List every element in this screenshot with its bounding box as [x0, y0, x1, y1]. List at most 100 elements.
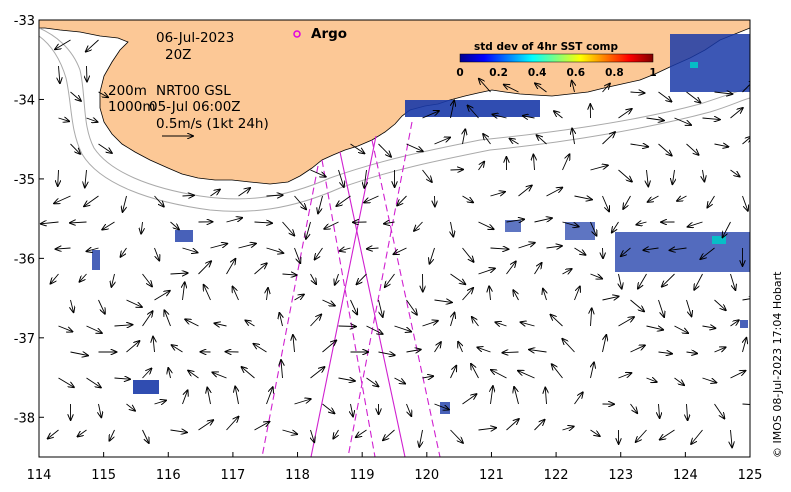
y-axis: -33 -34 -35 -36 -37 -38 — [14, 14, 44, 426]
current-vector — [521, 322, 535, 326]
current-vector — [58, 377, 74, 387]
x-tick-label: 122 — [544, 468, 569, 483]
current-vector — [462, 394, 477, 405]
current-vector — [742, 195, 748, 211]
current-vector — [397, 195, 407, 206]
current-vector — [562, 221, 579, 227]
current-vector — [451, 313, 455, 327]
current-vector — [254, 344, 267, 353]
current-vector — [730, 371, 746, 379]
current-vector — [572, 81, 575, 93]
current-vector — [686, 91, 701, 103]
current-vector — [170, 430, 187, 432]
current-vector — [80, 273, 87, 282]
current-vector — [282, 429, 298, 434]
current-vector — [294, 295, 304, 301]
current-vector — [534, 263, 542, 275]
colorbar-tick-label: 0.2 — [489, 67, 508, 79]
colorbar-tick-label: 1 — [649, 67, 656, 79]
current-vector — [266, 387, 273, 405]
current-vector — [489, 286, 490, 301]
current-vector — [674, 325, 689, 333]
current-vector — [495, 322, 507, 326]
current-vector — [406, 143, 423, 151]
current-vector — [366, 325, 383, 334]
current-vector — [154, 400, 167, 404]
current-vector — [84, 195, 99, 206]
current-vector — [154, 247, 160, 261]
current-vector — [618, 169, 632, 182]
current-vector — [56, 248, 71, 249]
argo-marker-icon — [293, 30, 301, 38]
current-vector — [700, 247, 715, 259]
current-vector — [378, 352, 395, 355]
current-vector — [723, 221, 731, 237]
current-vector — [688, 221, 703, 227]
current-vector — [602, 84, 610, 93]
bathymetry-contours — [39, 27, 750, 212]
date-label: 06-Jul-2023 — [156, 30, 234, 46]
y-tick-label: -35 — [14, 173, 35, 188]
current-vector — [518, 371, 535, 379]
current-vector — [686, 352, 698, 354]
current-vector — [204, 285, 211, 301]
current-vector — [182, 390, 188, 405]
current-vector — [462, 247, 474, 262]
current-vector — [406, 403, 412, 416]
current-vector — [422, 376, 434, 378]
current-vector — [226, 259, 236, 275]
current-vector — [714, 403, 725, 419]
current-vector — [743, 338, 747, 353]
current-vector — [450, 429, 463, 443]
x-tick-label: 125 — [738, 468, 763, 483]
current-vector — [590, 165, 608, 171]
current-vector — [451, 101, 455, 119]
current-vector — [702, 118, 720, 120]
current-vector — [86, 377, 101, 388]
current-vector — [691, 429, 703, 444]
current-vector — [510, 139, 519, 145]
current-vector — [51, 273, 59, 284]
current-vector — [294, 247, 301, 263]
current-vector — [394, 325, 412, 332]
y-tick-label: -37 — [14, 332, 35, 347]
current-vector — [707, 195, 715, 208]
current-vector — [182, 247, 198, 253]
current-vector — [672, 169, 674, 184]
current-vector — [422, 321, 438, 327]
current-vector — [434, 300, 452, 302]
current-vector — [294, 399, 311, 405]
current-vector — [630, 299, 645, 311]
current-vector — [238, 188, 251, 197]
current-vector — [367, 248, 379, 249]
current-vector — [338, 378, 355, 381]
current-vector — [490, 248, 509, 249]
hour-label: 20Z — [165, 47, 191, 63]
current-vector — [85, 169, 87, 187]
current-vector — [86, 325, 102, 333]
current-vector — [674, 117, 692, 125]
current-vector — [618, 109, 632, 119]
current-vector — [590, 273, 603, 279]
current-vector — [450, 273, 466, 284]
current-vector — [59, 65, 60, 83]
current-vector — [646, 378, 657, 382]
current-vector — [523, 116, 535, 118]
current-vector — [591, 362, 595, 379]
current-vector — [70, 222, 87, 223]
current-vector — [562, 427, 574, 431]
current-vector — [282, 274, 297, 275]
current-vector — [242, 367, 255, 379]
x-tick-label: 114 — [27, 468, 52, 483]
current-vector — [472, 317, 479, 327]
current-vector — [406, 299, 417, 315]
x-tick-label: 119 — [350, 468, 375, 483]
current-vector — [351, 403, 354, 416]
y-tick-label: -34 — [14, 93, 35, 108]
current-vector — [98, 91, 109, 97]
current-vector — [677, 196, 687, 201]
current-vector — [502, 352, 519, 353]
current-vector — [384, 222, 395, 224]
current-vector — [198, 420, 214, 431]
